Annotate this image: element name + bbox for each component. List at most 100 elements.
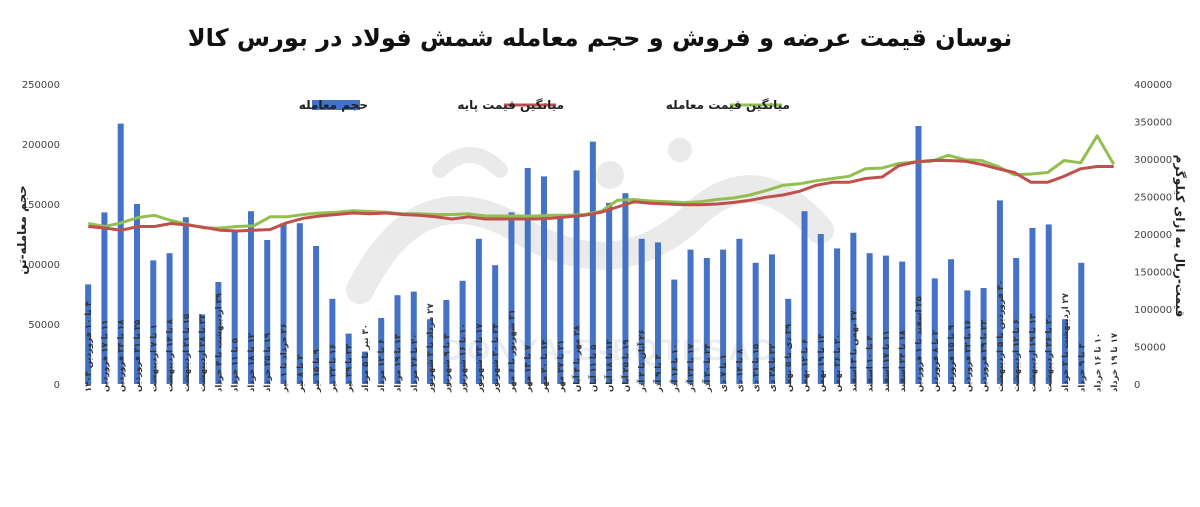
- x-tick-label: ۲۴ تا ۳۰ شهریور: [491, 323, 501, 393]
- bar-volume: [296, 223, 303, 384]
- x-tick-label: ۸ تا ۱۴ دی: [735, 348, 745, 392]
- x-tick-label: ۵ تا ۱۱ آبان: [587, 345, 599, 392]
- x-tick-label: ۲ تا ۸ تیر: [296, 354, 306, 393]
- bar-volume: [182, 217, 189, 384]
- bar-volume: [329, 298, 336, 384]
- bar-volume: [557, 218, 564, 384]
- x-ticks: ۴ تا ۱۰ فروردین ۱۴۰۳ ۱۱ تا ۱۷ فروردین ۱۸ ت…: [84, 280, 1120, 393]
- x-tick-label: ۱۷ تا ۱۹ خرداد: [1110, 332, 1120, 392]
- right-axis-ticks: 0 50000 100000 150000 200000 250000 300000 3500…: [1134, 80, 1172, 391]
- x-tick-label: ۷ تا ۱۳ مهر: [524, 344, 534, 393]
- left-tick-label: 250000: [22, 80, 60, 91]
- x-tick-label: ۱۳ تا ۱۹ مرداد: [394, 333, 404, 392]
- bar-volume: [199, 314, 206, 384]
- x-tick-label: ۱ تا ۷ دی: [719, 354, 729, 392]
- left-tick-label: 200000: [22, 140, 60, 151]
- bar-volume: [817, 234, 824, 384]
- bar-volume: [247, 211, 254, 384]
- bar-volume: [866, 253, 873, 384]
- x-tick-label: ۲۱ تا ۲۷ مهر: [556, 340, 566, 393]
- bar-volume: [378, 318, 385, 384]
- x-tick-label: ۲۵ اسفند تا ۱ فروردین: [915, 296, 925, 392]
- bar-volume: [622, 193, 629, 384]
- x-tick-label: ۱۷ تا ۲۳ شهریور: [475, 322, 485, 393]
- x-tick-label: ۲۷ بهمن تا ۳ اسفند: [849, 309, 859, 392]
- left-axis-ticks: 0 50000 100000 150000 200000 250000: [22, 80, 60, 391]
- legend-label-volume: حجم معامله: [299, 98, 368, 112]
- right-tick-label: 400000: [1134, 80, 1172, 91]
- x-tick-label: ۲۳ تا ۲۹ تیر: [345, 343, 355, 393]
- bar-volume: [264, 240, 271, 384]
- bar-volume: [752, 262, 759, 384]
- x-tick-label: ۲۷ مرداد تا ۲ شهریور: [426, 303, 436, 393]
- bar-volume: [931, 278, 938, 384]
- x-tick-label: ۱۳ تا ۱۹ اردیبهشت: [1029, 313, 1039, 392]
- x-tick-label: ۲۲ تا ۲۸ اردیبهشت: [198, 313, 208, 392]
- bar-volume: [654, 242, 661, 384]
- x-tick-label: ۱۱ تا ۱۷ فروردین: [100, 320, 110, 392]
- x-tick-label: ۴ تا ۱۰ فروردین ۱۴۰۳: [84, 301, 94, 392]
- x-tick-label: ۱۴ تا ۲۰ مهر: [540, 340, 550, 393]
- bar-volume: [361, 351, 368, 384]
- bar-volume: [427, 319, 434, 384]
- bar-volume: [280, 223, 287, 384]
- bar-volume: [964, 290, 971, 384]
- x-tick-label: ۹ تا ۱۵ فروردین: [947, 324, 957, 392]
- bar-volume: [166, 253, 173, 384]
- bar-volume: [573, 170, 580, 384]
- bar-volume: [703, 258, 710, 384]
- left-tick-label: 150000: [22, 200, 60, 211]
- x-tick-label: ۴ تا ۱۰ اسفند: [866, 335, 876, 392]
- bar-volume: [410, 291, 417, 384]
- x-tick-label: ۱۰ تا ۱۶ شهریور: [459, 323, 469, 393]
- bar-volume: [834, 248, 841, 384]
- x-tick-label: ۱۲ تا ۱۸ آبان: [603, 339, 615, 392]
- bar-volume: [801, 211, 808, 384]
- left-tick-label: 100000: [22, 260, 60, 271]
- bar-volume: [215, 282, 222, 384]
- x-tick-label: ۱۲ تا ۱۸ خرداد: [247, 332, 257, 392]
- right-tick-label: 0: [1134, 380, 1140, 391]
- bar-volume: [1078, 262, 1085, 384]
- x-tick-label: ۲۲ تا ۲۸ دی: [768, 343, 778, 392]
- x-tick-label: ۲۷ اردیبهشت تا ۲ خرداد: [1061, 292, 1071, 392]
- x-tick-label: ۶ تا ۱۲ بهمن: [801, 339, 811, 392]
- x-tick-label: ۲ تا ۸ فروردین: [931, 329, 941, 392]
- bar-volume: [768, 254, 775, 384]
- x-tick-label: ۲۰ تا ۲۶ بهمن: [833, 334, 843, 392]
- left-tick-label: 50000: [28, 320, 60, 331]
- bar-volume: [541, 176, 548, 384]
- bar-volume: [996, 200, 1003, 384]
- bar-volume: [899, 261, 906, 384]
- x-tick-label: ۶ تا ۱۲ مرداد: [377, 339, 387, 392]
- left-tick-label: 0: [54, 380, 60, 391]
- bar-volume: [980, 288, 987, 384]
- right-tick-label: 250000: [1134, 193, 1172, 204]
- legend-swatch-volume: [312, 100, 360, 110]
- bar-volume: [492, 265, 499, 384]
- x-tick-label: ۹ تا ۱۵ تیر: [312, 348, 322, 393]
- x-tick-label: ۲۳ تا ۲۹ فروردین: [980, 319, 990, 392]
- x-tick-label: ۲۰ تا ۲۶ مرداد: [410, 334, 420, 392]
- x-tick-label: ۱ تا ۷ اردیبهشت: [149, 324, 159, 392]
- x-tick-label: ۱۹ تا ۲۵ آبان: [619, 339, 631, 392]
- x-tick-label: ۱۶ تا ۲۲ تیر: [328, 344, 338, 393]
- legend-label-trade: میانگین قیمت معامله: [666, 98, 790, 112]
- x-tick-label: ۸ تا ۱۴ اردیبهشت: [166, 318, 176, 392]
- lines: [88, 134, 1115, 233]
- bar-volume: [785, 298, 792, 384]
- bar-volume: [671, 279, 678, 384]
- bar-volume: [736, 238, 743, 384]
- x-tick-label: ۱۳ تا ۱۹ بهمن: [817, 333, 827, 392]
- legend: حجم معامله میانگین قیمت پایه میانگین قیم…: [299, 98, 790, 112]
- x-tick-label: ۲۹ دی تا ۵ بهمن: [784, 323, 794, 392]
- x-tick-label: ۱۸ تا ۲۴ فروردین: [117, 319, 127, 392]
- x-tick-label: ۳۱ شهریور تا ۶ مهر: [508, 309, 518, 393]
- bar-volume: [687, 249, 694, 384]
- x-tick-label: ۱۰ تا ۱۶ خرداد: [1094, 333, 1104, 392]
- right-tick-label: 150000: [1134, 268, 1172, 279]
- bar-volume: [915, 126, 922, 384]
- bar-volume: [459, 280, 466, 384]
- x-tick-label: ۱۹ تا ۲۵ خرداد: [263, 332, 273, 392]
